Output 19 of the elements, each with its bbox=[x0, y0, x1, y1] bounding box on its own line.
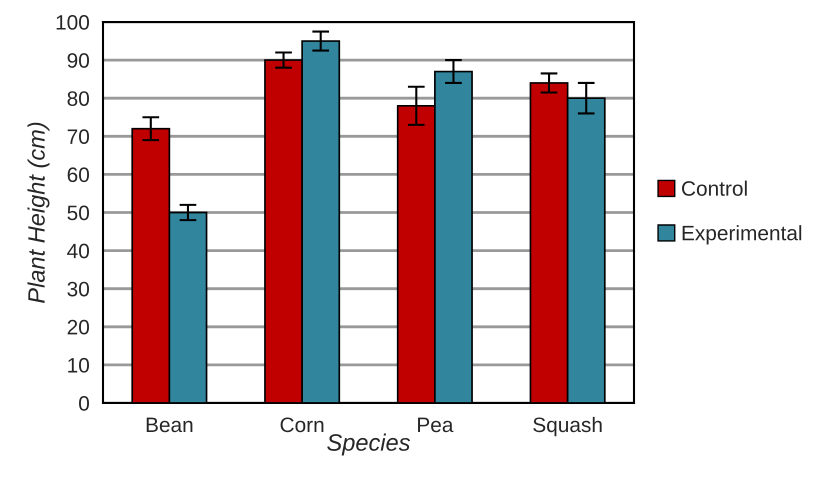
legend-label: Control bbox=[682, 180, 747, 196]
y-tick-label: 0 bbox=[79, 396, 89, 411]
x-tick-label: Pea bbox=[418, 418, 454, 432]
legend-label: Experimental bbox=[682, 225, 802, 245]
x-tick-label: Bean bbox=[146, 418, 192, 432]
x-axis-title: Species bbox=[327, 434, 410, 456]
y-tick-label: 40 bbox=[67, 244, 89, 258]
y-tick-label: 30 bbox=[67, 282, 89, 296]
y-tick-label: 10 bbox=[68, 358, 89, 373]
x-tick-label: Squash bbox=[533, 416, 602, 436]
y-axis-title: Plant Height (cm) bbox=[27, 122, 50, 303]
y-tick-label: 90 bbox=[68, 53, 89, 68]
y-tick-label: 20 bbox=[68, 320, 89, 335]
y-tick-label: 100 bbox=[56, 15, 89, 30]
y-tick-label: 70 bbox=[68, 129, 89, 144]
y-tick-label: 80 bbox=[68, 91, 89, 106]
y-tick-label: 50 bbox=[67, 206, 89, 220]
x-tick-label: Corn bbox=[280, 417, 324, 432]
y-tick-label: 60 bbox=[68, 167, 89, 182]
